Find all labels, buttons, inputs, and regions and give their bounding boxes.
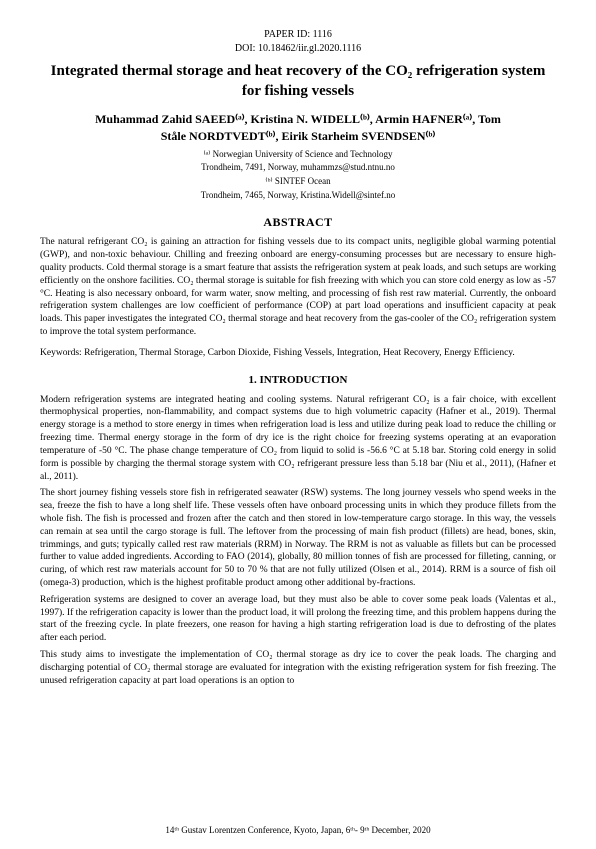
section-1-heading: 1. INTRODUCTION	[40, 374, 556, 386]
intro-p2: The short journey fishing vessels store …	[40, 487, 556, 590]
page-container: PAPER ID: 1116 DOI: 10.18462/iir.gl.2020…	[0, 0, 596, 712]
authors-line: Muhammad Zahid SAEED⁽ᵃ⁾, Kristina N. WID…	[40, 111, 556, 145]
intro-p4: This study aims to investigate the imple…	[40, 649, 556, 687]
authors-text-2: Ståle NORDTVEDT⁽ᵇ⁾, Eirik Starheim SVEND…	[161, 129, 436, 143]
keywords: Keywords: Refrigeration, Thermal Storage…	[40, 347, 556, 360]
affiliation-a: ⁽ᵃ⁾ Norwegian University of Science and …	[40, 149, 556, 161]
affiliation-b-addr: Trondheim, 7465, Norway, Kristina.Widell…	[40, 190, 556, 202]
paper-title: Integrated thermal storage and heat reco…	[40, 62, 556, 101]
abstract-body: The natural refrigerant CO₂ is gaining a…	[40, 236, 556, 339]
intro-p1: Modern refrigeration systems are integra…	[40, 394, 556, 484]
affiliation-a-addr: Trondheim, 7491, Norway, muhammzs@stud.n…	[40, 162, 556, 174]
page-footer: 14ᵗʰ Gustav Lorentzen Conference, Kyoto,…	[0, 825, 596, 835]
affiliation-b: ⁽ᵇ⁾ SINTEF Ocean	[40, 176, 556, 188]
abstract-heading: ABSTRACT	[40, 215, 556, 230]
paper-id: PAPER ID: 1116	[40, 28, 556, 41]
authors-text-1: Muhammad Zahid SAEED⁽ᵃ⁾, Kristina N. WID…	[95, 112, 501, 126]
doi: DOI: 10.18462/iir.gl.2020.1116	[40, 43, 556, 54]
intro-p3: Refrigeration systems are designed to co…	[40, 594, 556, 645]
